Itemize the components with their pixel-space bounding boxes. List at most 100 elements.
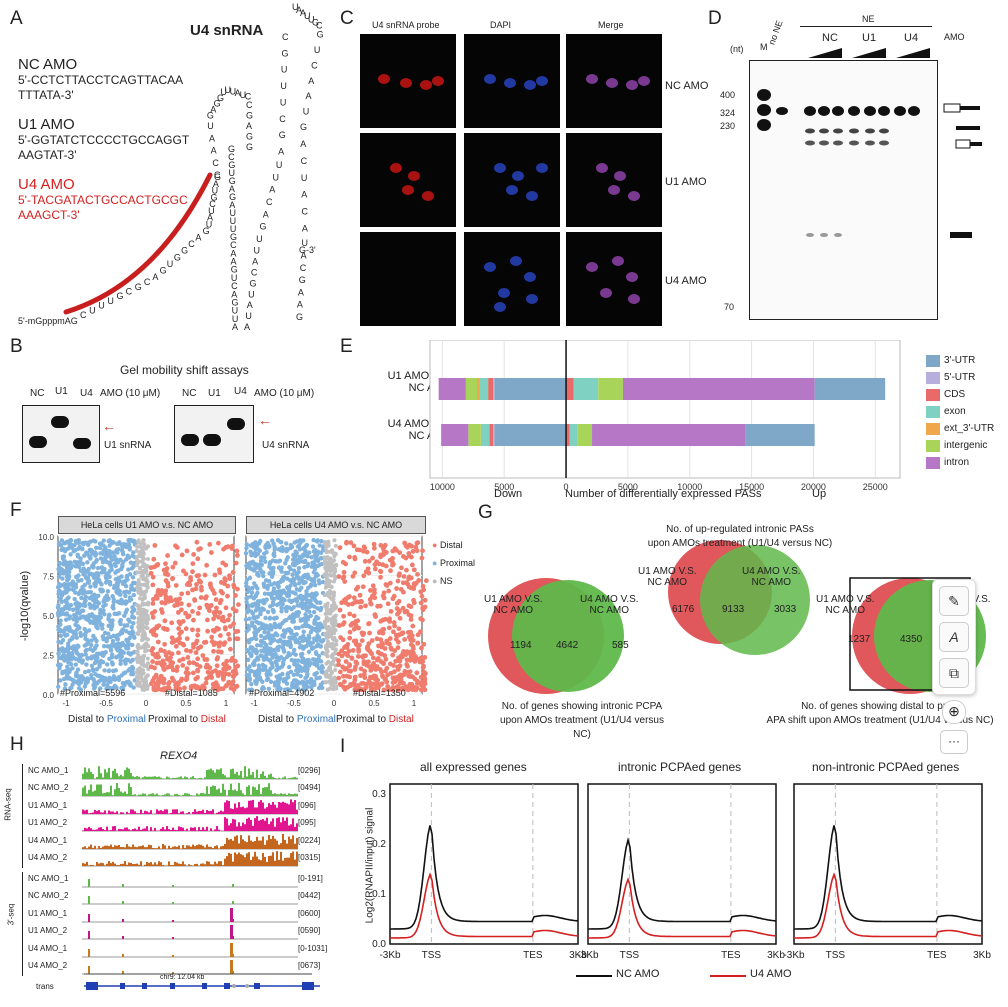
- volcano-point-distal: [414, 681, 420, 686]
- volcano-point-proximal: [108, 646, 113, 651]
- track-range: [0600]: [298, 909, 321, 918]
- e-bar-down: [489, 424, 494, 446]
- volcano-point-proximal: [255, 586, 260, 591]
- v1-mid: 4642: [556, 640, 579, 651]
- volcano-point-proximal: [268, 646, 273, 652]
- track-bar: [152, 830, 154, 831]
- volcano-point-proximal: [126, 567, 131, 572]
- volcano-point-ns: [334, 562, 339, 567]
- volcano-point-distal: [405, 629, 411, 635]
- track-bar: [266, 861, 268, 866]
- track-bar: [138, 846, 140, 849]
- e-legend-item: 5'-UTR: [926, 369, 994, 386]
- loop2-base: G: [259, 222, 266, 232]
- track-bar: [210, 810, 212, 814]
- track-bar: [278, 802, 280, 814]
- text-edit-icon[interactable]: A: [939, 622, 969, 652]
- volcano-point-ns: [138, 550, 143, 555]
- track-bar: [232, 790, 234, 796]
- volcano-point-distal: [197, 605, 203, 611]
- volcano-point-proximal: [75, 667, 81, 672]
- volcano-point-proximal: [266, 545, 271, 550]
- volcano-point-proximal: [289, 635, 294, 640]
- volcano-point-distal: [210, 587, 216, 593]
- track-bar: [272, 801, 274, 814]
- loop1-base: U: [230, 87, 237, 97]
- loop2-base: C: [266, 197, 273, 207]
- volcano-point-distal: [408, 617, 414, 622]
- track-bar: [244, 857, 246, 866]
- shape-replace-icon[interactable]: ⧉: [939, 658, 969, 688]
- volcano-point-distal: [409, 543, 414, 549]
- volcano-point-distal: [159, 662, 165, 668]
- volcano-point-proximal: [311, 609, 317, 615]
- volcano-point-distal: [203, 595, 209, 601]
- volcano-point-distal: [179, 676, 185, 682]
- volcano-point-distal: [231, 621, 237, 627]
- stem1-base: U: [98, 301, 105, 311]
- track-bar: [178, 826, 180, 831]
- track-bar: [118, 788, 120, 796]
- volcano-point-distal: [152, 543, 158, 548]
- track-bar: [258, 820, 260, 831]
- track-bar: [278, 844, 280, 849]
- e-bar-down: [468, 424, 481, 446]
- u4-amo-profile: [794, 872, 983, 939]
- volcano-point-proximal: [252, 624, 257, 629]
- volcano-point-distal: [234, 548, 240, 554]
- volcano-point-proximal: [95, 565, 101, 571]
- volcano-point-proximal: [98, 556, 104, 561]
- volcano-point-distal: [151, 556, 157, 562]
- volcano-point-proximal: [284, 541, 289, 546]
- track-bar: [90, 844, 92, 849]
- volcano-point-proximal: [258, 567, 263, 572]
- volcano-point-proximal: [272, 544, 277, 550]
- e-bar-up: [745, 424, 815, 446]
- volcano-point-proximal: [114, 685, 119, 690]
- track-bar: [148, 776, 150, 779]
- more-options-icon[interactable]: ···: [940, 730, 968, 754]
- v2c1: No. of up-regulated intronic PASs: [666, 524, 814, 535]
- track-bar: [188, 864, 190, 866]
- track-bar: [246, 786, 248, 796]
- volcano-point-proximal: [295, 672, 300, 677]
- track-bar: [146, 826, 148, 831]
- volcano-point-distal: [185, 590, 191, 596]
- volcano-point-proximal: [307, 593, 312, 598]
- track-bar: [256, 789, 258, 796]
- zoom-in-icon[interactable]: ⊕: [942, 700, 966, 724]
- gel-d-band: [818, 106, 830, 116]
- volcano-point-proximal: [74, 605, 79, 611]
- volcano-point-proximal: [320, 579, 326, 585]
- volcano-point-distal: [205, 617, 210, 623]
- track-bar: [220, 792, 222, 796]
- track-bar: [210, 864, 212, 866]
- volcano-point-proximal: [249, 653, 254, 659]
- volcano-point-distal: [404, 580, 410, 586]
- volcano-point-distal: [230, 606, 236, 612]
- volcano-point-distal: [169, 675, 175, 681]
- image-edit-icon[interactable]: ✎: [939, 586, 969, 616]
- volcano-point-proximal: [255, 614, 260, 620]
- volcano-point-proximal: [65, 567, 71, 573]
- volcano-point-distal: [412, 676, 418, 682]
- track-bar: [158, 795, 160, 796]
- volcano-point-distal: [401, 574, 407, 579]
- track-bar: [244, 808, 246, 814]
- volcano-point-ns: [322, 541, 327, 546]
- track-bar: [96, 784, 98, 796]
- track-bar: [266, 807, 268, 814]
- e-bar-down: [477, 378, 480, 400]
- volcano-point-distal: [403, 684, 409, 690]
- volcano-point-ns: [331, 687, 336, 692]
- volcano-point-distal: [386, 687, 391, 693]
- volcano-point-proximal: [59, 547, 64, 553]
- track-bar: [252, 841, 254, 849]
- stem1-base: G: [117, 291, 124, 301]
- track-label: U4 AMO_2: [28, 853, 68, 862]
- track-bar: [192, 844, 194, 849]
- loop1-base: U: [207, 121, 214, 131]
- volcano-point-proximal: [293, 636, 298, 642]
- volcano-point-proximal: [111, 550, 116, 555]
- volcano-point-proximal: [107, 582, 113, 587]
